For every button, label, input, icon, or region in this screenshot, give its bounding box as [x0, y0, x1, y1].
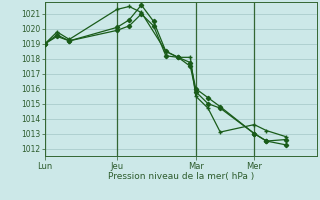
X-axis label: Pression niveau de la mer( hPa ): Pression niveau de la mer( hPa ): [108, 172, 254, 181]
